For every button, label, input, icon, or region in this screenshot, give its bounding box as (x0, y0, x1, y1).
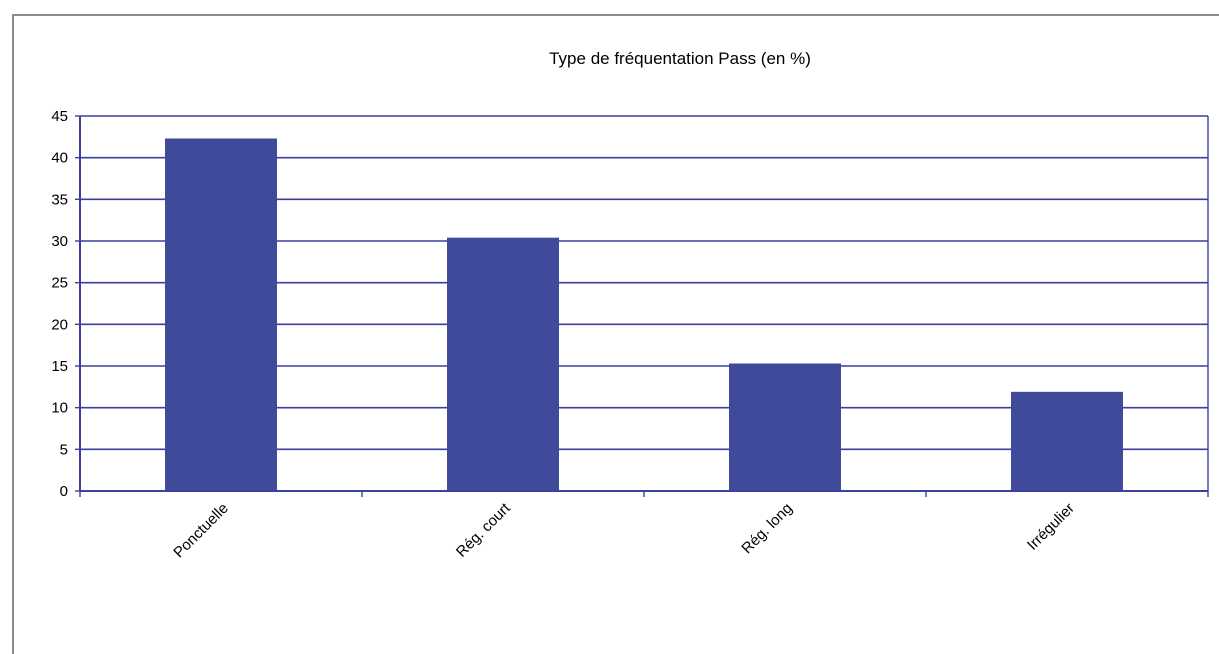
bar-1 (447, 237, 559, 491)
bars (165, 138, 1123, 491)
bar-2 (729, 363, 841, 491)
y-tick-label-40: 40 (51, 150, 68, 167)
y-tick-label-10: 10 (51, 400, 68, 417)
x-tick-label-0: Ponctuelle (170, 500, 232, 562)
x-tick-label-3: Irrégulier (1024, 500, 1078, 554)
y-axis-ticks: 0 5 10 15 20 25 30 35 40 45 (51, 108, 80, 500)
chart-title: Type de fréquentation Pass (en %) (549, 49, 811, 68)
y-tick-label-45: 45 (51, 108, 68, 125)
y-tick-label-35: 35 (51, 191, 68, 208)
gridlines (80, 115, 1208, 451)
bar-chart: Type de fréquentation Pass (en %) 0 5 10 15… (51, 49, 1209, 562)
x-tick-label-2: Rég. long (738, 500, 795, 557)
y-tick-label-0: 0 (60, 483, 68, 500)
chart-frame (12, 14, 1219, 654)
bar-0 (165, 138, 277, 491)
y-tick-label-15: 15 (51, 358, 68, 375)
bar-3 (1011, 391, 1123, 491)
y-tick-label-25: 25 (51, 275, 68, 292)
x-axis-ticks: Ponctuelle Rég. court Rég. long Irrégulier (79, 491, 1209, 562)
y-tick-label-5: 5 (60, 441, 68, 458)
y-tick-label-30: 30 (51, 233, 68, 250)
x-tick-label-1: Rég. court (453, 499, 515, 561)
y-tick-label-20: 20 (51, 316, 68, 333)
